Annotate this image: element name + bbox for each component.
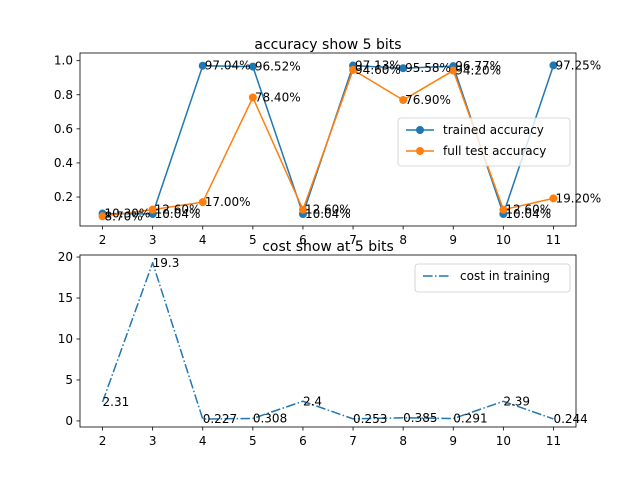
accuracy-series-point-1 — [198, 198, 207, 207]
accuracy-legend-label: trained accuracy — [443, 123, 544, 137]
accuracy-data-label: 17.00% — [205, 195, 251, 209]
accuracy-series-point-1 — [98, 212, 107, 221]
accuracy-legend-marker — [416, 126, 424, 134]
cost-data-label: 0.227 — [203, 412, 237, 426]
cost-data-label: 19.3 — [153, 256, 180, 270]
cost-legend-box — [414, 263, 571, 293]
cost-x-tick-label: 10 — [496, 434, 511, 448]
accuracy-x-tick-label: 9 — [449, 233, 457, 247]
cost-x-tick-label: 11 — [546, 434, 561, 448]
accuracy-x-tick-label: 4 — [199, 233, 207, 247]
accuracy-data-label: 12.60% — [505, 203, 551, 217]
accuracy-data-label: 10.04% — [155, 207, 201, 221]
accuracy-y-tick-label: 0.8 — [54, 88, 73, 102]
cost-x-tick-label: 3 — [149, 434, 157, 448]
accuracy-data-label: 10.04% — [505, 207, 551, 221]
accuracy-series-point-1 — [349, 65, 358, 74]
accuracy-series-point-1 — [298, 205, 307, 214]
accuracy-series-point-0 — [549, 61, 558, 70]
accuracy-data-label: 96.52% — [255, 60, 301, 74]
cost-legend-label: cost in training — [460, 269, 550, 283]
accuracy-legend-label: full test accuracy — [443, 144, 546, 158]
cost-data-label: 2.31 — [103, 395, 130, 409]
cost-x-tick-label: 9 — [449, 434, 457, 448]
cost-data-label: 0.253 — [353, 412, 387, 426]
accuracy-data-label: 78.40% — [255, 90, 301, 104]
accuracy-y-tick-label: 1.0 — [54, 54, 73, 68]
cost-y-tick-label: 15 — [58, 291, 73, 305]
cost-x-tick-label: 7 — [349, 434, 357, 448]
cost-y-tick-label: 10 — [58, 332, 73, 346]
accuracy-legend-marker — [416, 147, 424, 155]
accuracy-x-tick-label: 10 — [496, 233, 511, 247]
cost-data-label: 0.244 — [553, 412, 587, 426]
accuracy-legend-box — [397, 117, 571, 167]
accuracy-x-tick-label: 8 — [399, 233, 407, 247]
accuracy-series-point-0 — [198, 61, 207, 70]
cost-x-tick-label: 2 — [99, 434, 107, 448]
accuracy-series-point-1 — [148, 205, 157, 214]
cost-data-label: 2.4 — [303, 394, 322, 408]
cost-plot-frame — [79, 254, 577, 428]
accuracy-y-tick-label: 0.2 — [54, 190, 73, 204]
accuracy-chart: accuracy show 5 bits 2 3 4 5 6 7 8 9 10 11 0.2 0.4 0… — [54, 37, 601, 247]
accuracy-series-point-1 — [499, 205, 508, 214]
cost-data-label: 0.291 — [453, 412, 487, 426]
accuracy-y-tick-label: 0.6 — [54, 122, 73, 136]
accuracy-x-tick-label: 2 — [99, 233, 107, 247]
cost-x-tick-label: 6 — [299, 434, 307, 448]
accuracy-chart-title: accuracy show 5 bits — [254, 37, 401, 53]
cost-y-tick-label: 20 — [58, 250, 73, 264]
accuracy-data-label: 95.58% — [405, 61, 451, 75]
accuracy-series-point-1 — [399, 96, 408, 105]
accuracy-data-label: 10.30% — [105, 207, 151, 221]
accuracy-x-tick-label: 6 — [299, 233, 307, 247]
accuracy-x-tick-label: 3 — [149, 233, 157, 247]
accuracy-x-tick-label: 11 — [546, 233, 561, 247]
accuracy-plot-frame — [79, 52, 577, 227]
accuracy-series-point-1 — [248, 93, 257, 102]
cost-x-tick-label: 5 — [249, 434, 257, 448]
accuracy-data-label: 97.25% — [555, 58, 601, 72]
accuracy-x-tick-label: 5 — [249, 233, 257, 247]
cost-legend: cost in training — [414, 263, 571, 293]
accuracy-data-label: 76.90% — [405, 93, 451, 107]
cost-data-label: 0.308 — [253, 411, 287, 425]
accuracy-data-label: 97.04% — [205, 59, 251, 73]
accuracy-series-point-1 — [449, 66, 458, 75]
cost-y-tick-label: 0 — [65, 414, 73, 428]
cost-x-tick-label: 4 — [199, 434, 207, 448]
accuracy-data-label: 94.20% — [455, 64, 501, 78]
accuracy-data-label: 97.13% — [355, 59, 401, 73]
accuracy-series-point-0 — [248, 62, 257, 71]
accuracy-legend: trained accuracy full test accuracy — [397, 117, 571, 167]
cost-chart-title: cost show at 5 bits — [262, 239, 394, 255]
accuracy-data-label: 12.60% — [305, 203, 351, 217]
cost-data-label: 2.39 — [503, 394, 530, 408]
accuracy-data-label: 12.60% — [155, 203, 201, 217]
cost-y-tick-label: 5 — [65, 373, 73, 387]
accuracy-y-tick-label: 0.4 — [54, 156, 73, 170]
accuracy-data-label: 19.20% — [555, 191, 601, 205]
accuracy-series-point-1 — [549, 194, 558, 203]
cost-data-label: 0.385 — [403, 411, 437, 425]
accuracy-series-point-0 — [399, 64, 408, 73]
accuracy-data-label: 8.70% — [105, 209, 143, 223]
accuracy-data-label: 96.77% — [455, 59, 501, 73]
accuracy-data-label: 94.60% — [355, 63, 401, 77]
accuracy-data-label: 10.04% — [305, 207, 351, 221]
cost-chart: cost show at 5 bits 2 3 4 5 6 7 8 9 10 11 0 5 10 15 20… — [58, 239, 588, 448]
cost-x-tick-label: 8 — [399, 434, 407, 448]
accuracy-x-tick-label: 7 — [349, 233, 357, 247]
cost-series-line-0 — [101, 262, 554, 420]
